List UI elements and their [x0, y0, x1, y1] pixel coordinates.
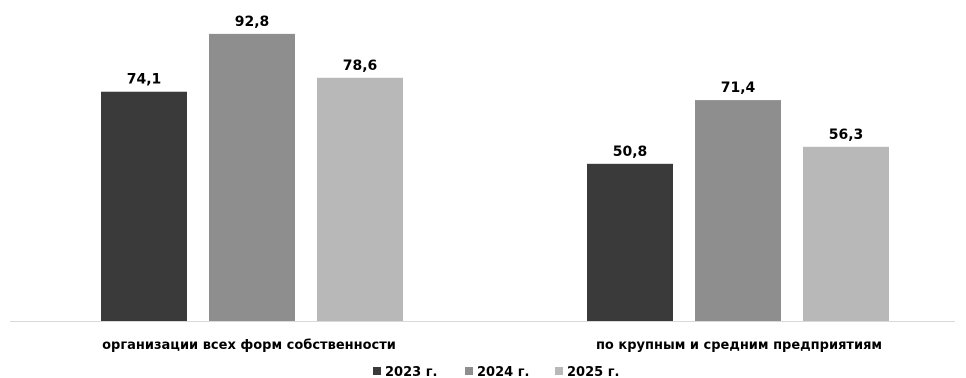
bar-2-series-3	[803, 146, 889, 321]
bar-1-series-1	[101, 91, 187, 322]
bar-1-series-2	[209, 33, 295, 321]
data-label-1-series-1: 74,1	[127, 72, 162, 88]
bar-2-series-2	[695, 100, 781, 321]
bar-2-series-1	[587, 163, 673, 321]
legend-swatch-2	[465, 367, 473, 375]
bars-group	[101, 33, 889, 322]
legend-swatch-3	[555, 367, 563, 375]
category-labels-group: организации всех форм собственности по кр…	[102, 338, 882, 353]
data-label-1-series-2: 92,8	[235, 14, 270, 30]
data-label-2-series-2: 71,4	[721, 80, 756, 96]
category-label-2: по крупным и средним предприятиям	[596, 338, 882, 353]
legend-swatch-1	[373, 367, 381, 375]
data-label-2-series-1: 50,8	[613, 144, 648, 160]
legend: 2023 г. 2024 г. 2025 г.	[373, 365, 619, 378]
value-labels-group: 74,1 92,8 78,6 50,8 71,4 56,3	[127, 14, 864, 160]
data-label-1-series-3: 78,6	[343, 58, 378, 74]
bar-1-series-3	[317, 77, 403, 321]
data-label-2-series-3: 56,3	[829, 127, 864, 143]
legend-label-3: 2025 г.	[567, 365, 619, 378]
category-label-1: организации всех форм собственности	[102, 338, 396, 353]
legend-label-1: 2023 г.	[385, 365, 437, 378]
legend-label-2: 2024 г.	[477, 365, 529, 378]
